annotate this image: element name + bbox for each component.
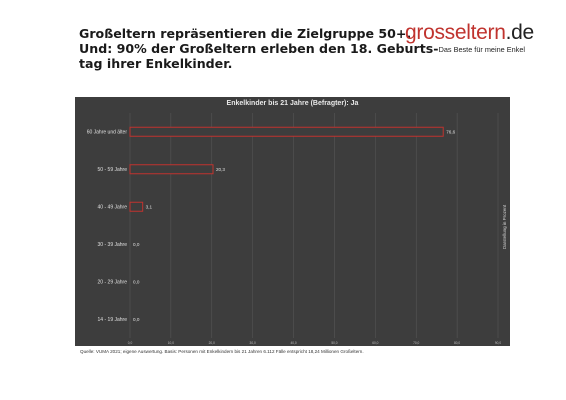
data-label: 3,1 <box>146 205 153 210</box>
x-tick-label: 50,0 <box>331 341 337 345</box>
x-tick-label: 30,0 <box>250 341 256 345</box>
x-tick-label: 10,0 <box>168 341 174 345</box>
x-tick-label: 70,0 <box>413 341 419 345</box>
headline-line-2: Und: 90% der Großeltern erleben den 18. … <box>79 41 439 56</box>
data-label: 76,6 <box>446 130 455 135</box>
category-label: 50 - 59 Jahre <box>98 167 128 173</box>
chart-panel: Enkelkinder bis 21 Jahre (Befragter): Ja… <box>75 97 510 346</box>
source-note: Quelle: VUMA 2021; eigene Auswertung. Ba… <box>80 349 364 354</box>
x-tick-label: 0,0 <box>128 341 133 345</box>
category-label: 60 Jahre und älter <box>87 130 128 136</box>
category-label: 40 - 49 Jahre <box>98 205 128 211</box>
data-label: 20,3 <box>216 167 225 172</box>
logo-word: grosseltern <box>405 21 506 44</box>
data-label: 0,0 <box>133 280 140 285</box>
x-tick-label: 90,0 <box>495 341 501 345</box>
chart-title: Enkelkinder bis 21 Jahre (Befragter): Ja <box>226 100 359 107</box>
headline: Großeltern repräsentieren die Zielgruppe… <box>79 26 439 71</box>
x-tick-label: 80,0 <box>454 341 460 345</box>
data-label: 0,0 <box>133 317 140 322</box>
x-tick-label: 20,0 <box>209 341 215 345</box>
x-tick-label: 40,0 <box>290 341 296 345</box>
x-tick-label: 60,0 <box>372 341 378 345</box>
site-logo[interactable]: grosseltern.de Das Beste für meine Enkel <box>405 21 534 55</box>
logo-tagline: Das Beste für meine Enkel <box>438 45 525 54</box>
category-label: 14 - 19 Jahre <box>98 317 128 323</box>
data-label: 0,0 <box>133 242 140 247</box>
headline-line-3: tag ihrer Enkelkinder. <box>79 56 233 71</box>
bar <box>129 201 144 212</box>
headline-line-1: Großeltern repräsentieren die Zielgruppe… <box>79 26 412 41</box>
bar <box>129 164 214 175</box>
bar-chart: 0,0 10,0 20,0 30,0 40,0 50,0 60,0 70,0 80,0 90,0 6… <box>87 113 507 345</box>
bar <box>129 126 444 137</box>
side-note-label: Darstellung in Prozent <box>502 204 507 249</box>
category-label: 30 - 39 Jahre <box>98 242 128 248</box>
logo-wordmark: grosseltern.de <box>405 21 534 44</box>
category-label: 20 - 29 Jahre <box>98 280 128 286</box>
logo-tld: .de <box>505 21 535 44</box>
